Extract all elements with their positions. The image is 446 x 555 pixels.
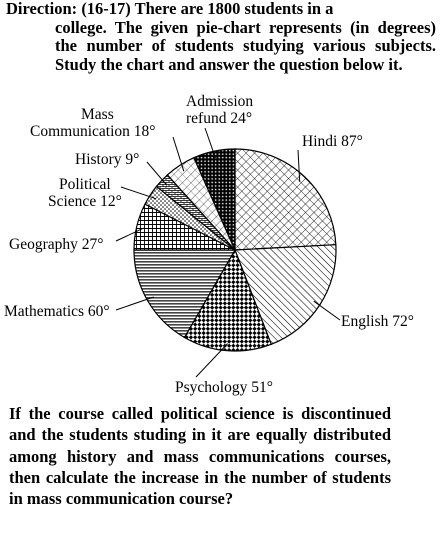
slice-label-mass-communication: Communication 18° (30, 123, 155, 140)
leader-line-geography (115, 227, 144, 242)
pie-slice-admission-refund (193, 148, 236, 251)
slice-label-geography: Geography 27° (9, 236, 103, 253)
slice-label-admission-refund: Admission (186, 93, 253, 110)
leader-line-political-science (120, 186, 157, 200)
slice-label-history: History 9° (75, 151, 139, 168)
leader-line-english (313, 300, 341, 321)
direction-text: college. The given pie-chart represents … (55, 17, 436, 74)
slice-label-political-science: Science 12° (48, 193, 122, 210)
leader-line-mathematics (115, 296, 154, 311)
pie-slice-mathematics (133, 249, 237, 339)
slice-label-mathematics: Mathematics 60° (4, 303, 110, 320)
leader-line-admission-refund (204, 127, 216, 159)
direction-paragraph: Direction: (16-17) There are 1800 studen… (6, 0, 436, 74)
leader-line-hindi (297, 149, 301, 182)
slice-label-admission-refund: refund 24° (186, 110, 252, 127)
leader-line-psychology (195, 343, 228, 378)
slice-label-mass-communication: Mass (81, 106, 114, 123)
slice-label-political-science: Political (59, 176, 111, 193)
pie-chart: Hindi 87° English 72° Psychology 51° Mathem… (4, 93, 414, 396)
slice-label-psychology: Psychology 51° (175, 379, 273, 396)
slice-label-hindi: Hindi 87° (302, 133, 363, 150)
pie-slice-hindi (234, 148, 337, 251)
slice-label-english: English 72° (341, 313, 414, 330)
direction-first-line: (16-17) There are 1800 students in a (77, 0, 334, 18)
pie-slice-psychology (183, 248, 272, 352)
question-text: If the course called political science i… (9, 404, 391, 509)
leader-line-history (146, 161, 168, 186)
leader-line-mass-communication (172, 136, 185, 172)
direction-label: Direction: (6, 0, 78, 18)
